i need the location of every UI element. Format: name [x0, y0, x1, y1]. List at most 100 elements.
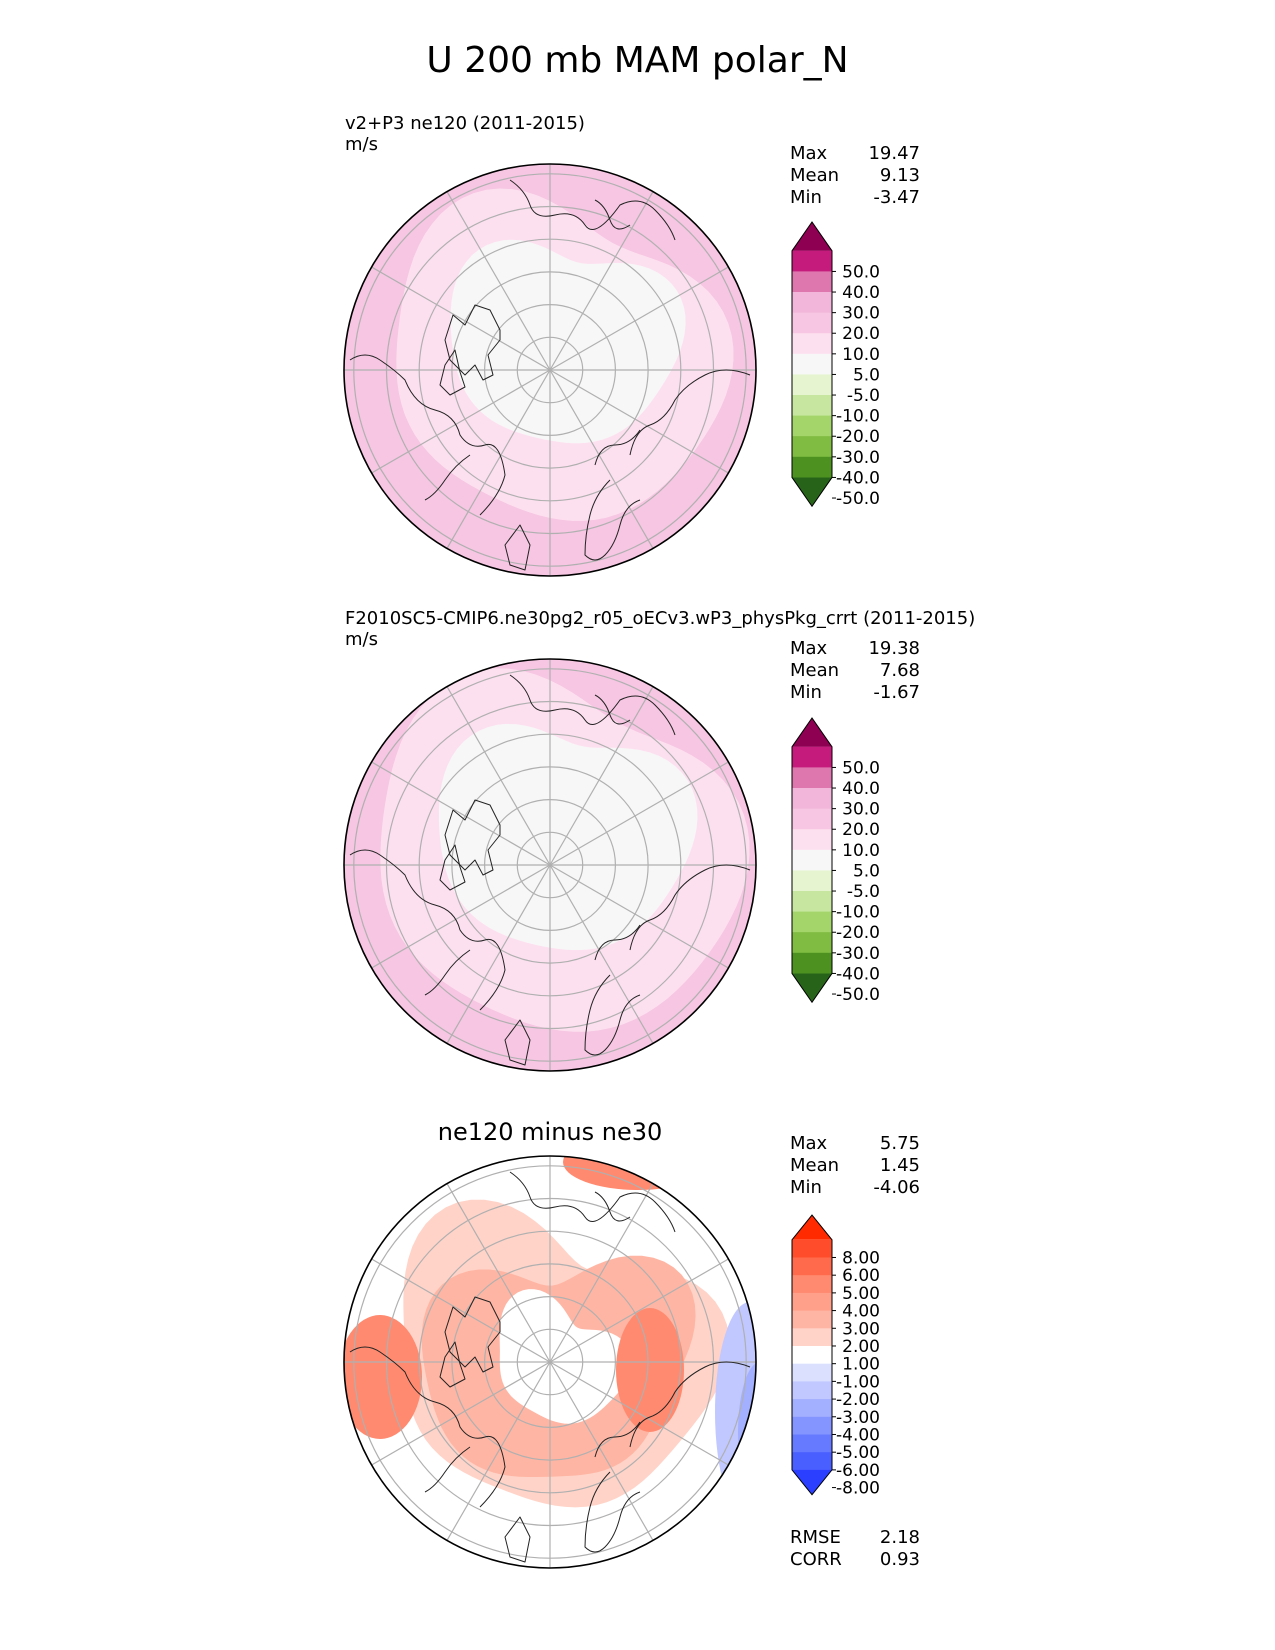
- panel-3-metrics: RMSE 2.18 CORR 0.93: [790, 1527, 920, 1571]
- colorbar-tick-label: -50.0: [836, 489, 880, 509]
- colorbar-tick-label: -5.0: [847, 386, 880, 406]
- map-boundary: [343, 163, 757, 577]
- colorbar-swatch: [792, 1328, 832, 1347]
- colorbar-tick-label: 6.00: [842, 1266, 880, 1286]
- colorbar-swatch: [792, 1416, 832, 1436]
- panel-2-title: F2010SC5-CMIP6.ne30pg2_r05_oECv3.wP3_phy…: [345, 608, 976, 629]
- diff-patch-north: [563, 1156, 713, 1190]
- colorbar-tick-label: 20.0: [842, 324, 880, 344]
- coastline: [629, 369, 751, 456]
- coastline: [349, 354, 506, 516]
- coastline: [439, 349, 466, 396]
- colorbar-swatch: [792, 1346, 832, 1365]
- colorbar-tick-label: -8.00: [836, 1479, 880, 1499]
- colorbar-swatch: [792, 353, 832, 375]
- colorbar-swatch: [792, 1257, 832, 1276]
- panel-2-stats: Max 19.38 Mean 7.68 Min -1.67: [790, 638, 920, 704]
- colorbar-tick-label: -4.00: [836, 1425, 880, 1445]
- coastline: [444, 304, 501, 381]
- meridian-line: [371, 266, 551, 371]
- colorbar-tick-label: -30.0: [836, 944, 880, 964]
- metric-value: 0.93: [879, 1549, 920, 1570]
- meridian-line: [549, 1361, 729, 1466]
- graticule: [344, 164, 756, 576]
- colorbar-swatch: [792, 932, 832, 954]
- colorbar-tick-label: -10.0: [836, 903, 880, 923]
- meridian-line: [446, 864, 551, 1044]
- colorbar-tick-label: 5.0: [853, 861, 880, 881]
- map-field: [344, 659, 756, 1071]
- colorbar-tick-label: -20.0: [836, 427, 880, 447]
- stat-label: Max: [790, 638, 828, 659]
- stat-label: Min: [790, 187, 822, 208]
- meridian-line: [371, 1361, 551, 1466]
- colorbar-tick-label: 30.0: [842, 800, 880, 820]
- colorbar-swatch: [792, 415, 832, 437]
- stat-label: Min: [790, 1177, 822, 1198]
- colorbar-tick-label: 40.0: [842, 283, 880, 303]
- diff-patch-east: [616, 1308, 684, 1432]
- coastline: [584, 974, 641, 1056]
- colorbar-swatch: [792, 849, 832, 871]
- panel-2-units: m/s: [345, 629, 378, 650]
- map-field: [344, 164, 756, 576]
- colorbar-swatch: [792, 333, 832, 355]
- meridian-line: [549, 761, 729, 866]
- metric-label: RMSE: [790, 1527, 841, 1548]
- meridian-line: [549, 369, 729, 474]
- coastline: [439, 1341, 466, 1388]
- stat-value: 1.45: [879, 1155, 920, 1176]
- panel-1-stats: Max 19.47 Mean 9.13 Min -3.47: [790, 143, 920, 209]
- colorbar-extend-bottom: [792, 1469, 832, 1495]
- colorbar-swatch: [792, 767, 832, 789]
- colorbar-tick-label: 8.00: [842, 1248, 880, 1268]
- figure-title: U 200 mb MAM polar_N: [426, 40, 849, 81]
- stat-label: Max: [790, 1133, 828, 1154]
- coastline: [594, 694, 631, 725]
- coastlines: [349, 674, 751, 1066]
- colorbar-swatch: [792, 870, 832, 892]
- meridian-line: [446, 1183, 551, 1363]
- meridian-line: [549, 864, 654, 1044]
- meridian-line: [549, 369, 654, 549]
- coastline: [444, 1296, 501, 1373]
- colorbar-tick-label: -40.0: [836, 468, 880, 488]
- stat-label: Mean: [790, 1155, 840, 1176]
- coastline: [439, 844, 466, 891]
- meridian-line: [549, 1258, 729, 1363]
- metric-label: CORR: [790, 1549, 842, 1570]
- panel-3-title: ne120 minus ne30: [437, 1118, 663, 1146]
- colorbar-tick-label: 50.0: [842, 262, 880, 282]
- stat-value: 19.38: [868, 638, 920, 659]
- coastline: [424, 454, 471, 501]
- coastline: [444, 799, 501, 876]
- coastline: [509, 179, 676, 241]
- colorbar-extend-top: [792, 222, 832, 251]
- map-field: [344, 1156, 756, 1568]
- colorbar-tick-label: 1.00: [842, 1355, 880, 1375]
- colorbar-tick-label: -30.0: [836, 448, 880, 468]
- colorbar-swatch: [792, 312, 832, 334]
- graticule: [344, 659, 756, 1071]
- colorbar-swatch: [792, 788, 832, 810]
- meridian-line: [371, 1258, 551, 1363]
- meridian-line: [446, 1361, 551, 1541]
- meridian-line: [371, 864, 551, 969]
- stat-label: Mean: [790, 165, 840, 186]
- coastline: [584, 479, 641, 561]
- colorbar-tick-label: -5.00: [836, 1443, 880, 1463]
- colorbar-swatch: [792, 1381, 832, 1400]
- stat-value: 19.47: [868, 143, 920, 164]
- coastline: [504, 524, 531, 571]
- coastline: [629, 864, 751, 951]
- contour-region-cap: [450, 239, 686, 444]
- colorbar-swatch: [792, 1310, 832, 1329]
- colorbar-swatch: [792, 456, 832, 478]
- colorbar-extend-bottom: [792, 973, 832, 1003]
- colorbar-tick-label: 5.0: [853, 365, 880, 385]
- coastline: [594, 924, 641, 961]
- colorbar-swatch: [792, 1452, 832, 1471]
- map-boundary: [343, 658, 757, 1072]
- colorbar-swatch: [792, 436, 832, 458]
